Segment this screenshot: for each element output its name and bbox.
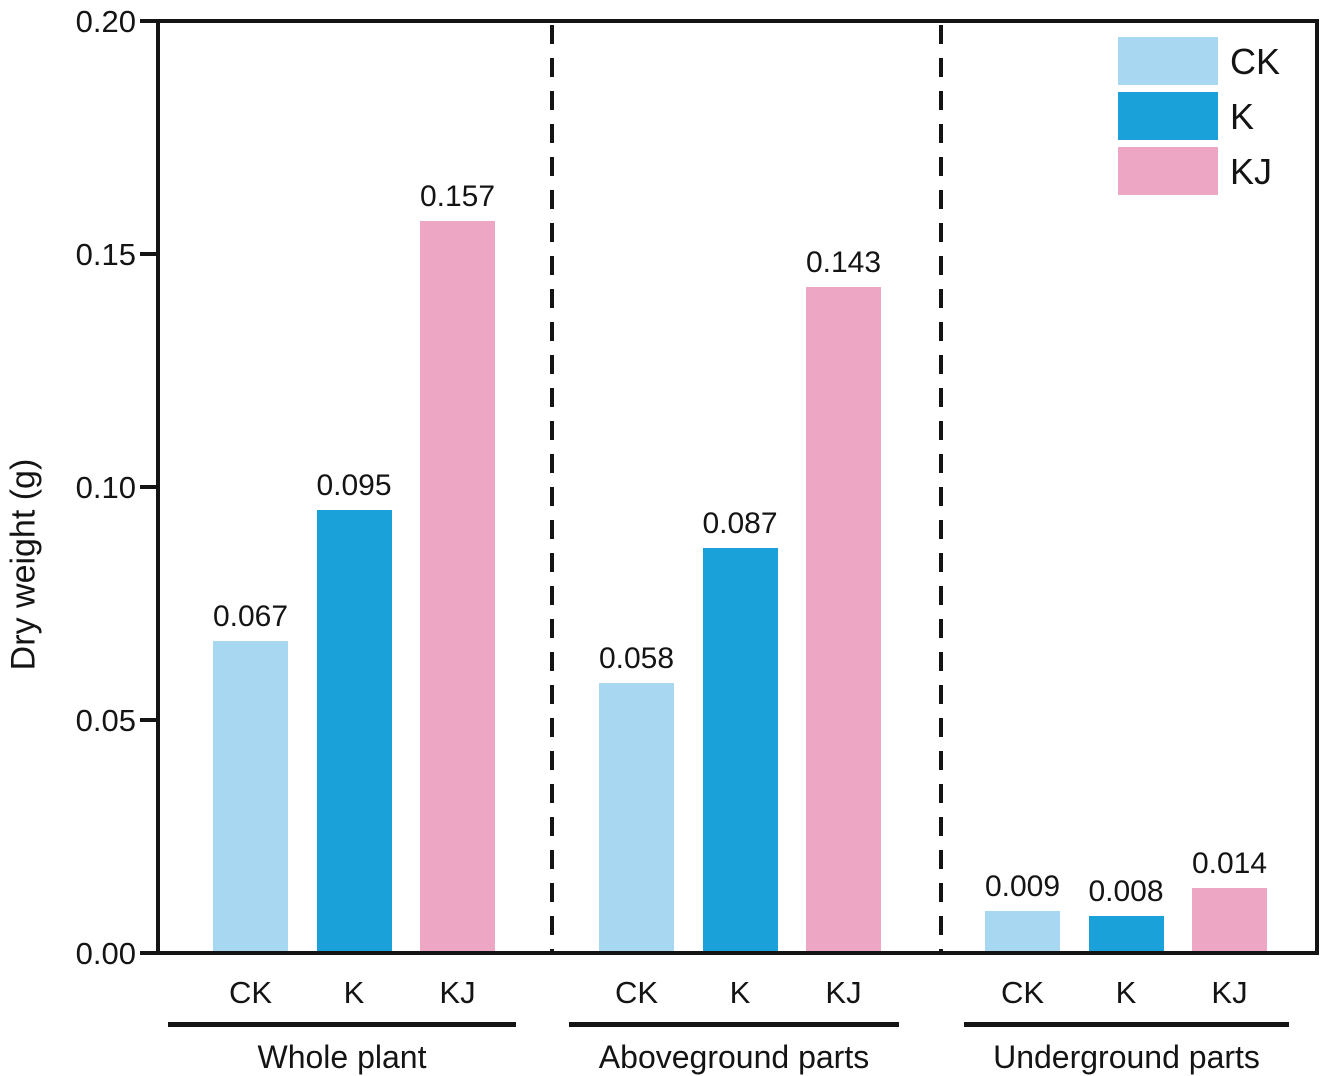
legend-swatch-kj [1118, 147, 1218, 195]
y-tick-label: 0.00 [75, 936, 136, 971]
x-category-label: KJ [1211, 975, 1248, 1010]
bar-value-label: 0.014 [1191, 846, 1268, 880]
x-category-label: KJ [825, 975, 862, 1010]
plot-top-border [156, 19, 1319, 23]
group-separator-dashed-line [550, 25, 554, 951]
y-tick-label: 0.20 [75, 4, 136, 39]
x-category-label: K [729, 975, 751, 1010]
bar-value-label: 0.067 [212, 599, 289, 633]
y-tick-label: 0.05 [75, 703, 136, 738]
group-separator-dashed-line [939, 25, 943, 951]
bar-kj [806, 286, 881, 953]
bar-k [316, 510, 392, 953]
bar-ck [599, 682, 674, 953]
bar-ck [985, 911, 1060, 953]
legend-label-k: K [1230, 96, 1255, 137]
legend-swatch-k [1118, 92, 1218, 140]
legend-label-ck: CK [1230, 41, 1281, 82]
x-category-label: K [1115, 975, 1137, 1010]
bar-value-label: 0.095 [316, 469, 392, 503]
bar-kj [1192, 887, 1267, 953]
bar-value-label: 0.008 [1088, 874, 1164, 908]
legend-label-kj: KJ [1230, 151, 1273, 192]
y-tick-mark [140, 718, 157, 722]
legend-swatch-ck [1118, 37, 1218, 85]
bar-k [1088, 915, 1164, 953]
group-underline [168, 1022, 516, 1027]
y-tick-mark [140, 951, 157, 955]
group-title: Aboveground parts [598, 1039, 870, 1075]
plot-right-border [1315, 19, 1319, 955]
y-tick-label: 0.15 [75, 237, 136, 272]
x-category-label: CK [614, 975, 659, 1010]
y-tick-label: 0.10 [75, 470, 136, 505]
x-category-label: KJ [439, 975, 476, 1010]
group-underline [964, 1022, 1289, 1027]
bar-value-label: 0.009 [984, 870, 1061, 904]
y-axis-line [156, 19, 160, 955]
group-title: Whole plant [257, 1039, 427, 1075]
bar-value-label: 0.087 [702, 506, 778, 540]
bar-k [702, 547, 778, 953]
bar-kj [420, 221, 495, 953]
y-tick-mark [140, 252, 157, 256]
group-underline [569, 1022, 899, 1027]
y-tick-mark [140, 485, 157, 489]
x-axis-line [156, 951, 1319, 955]
y-tick-mark [140, 19, 157, 23]
group-title: Underground parts [993, 1039, 1260, 1075]
x-category-label: CK [1000, 975, 1045, 1010]
bar-value-label: 0.143 [805, 245, 882, 279]
x-category-label: CK [228, 975, 273, 1010]
bar-value-label: 0.157 [419, 180, 496, 214]
bar-ck [213, 640, 288, 953]
x-category-label: K [343, 975, 365, 1010]
bar-value-label: 0.058 [598, 641, 675, 675]
